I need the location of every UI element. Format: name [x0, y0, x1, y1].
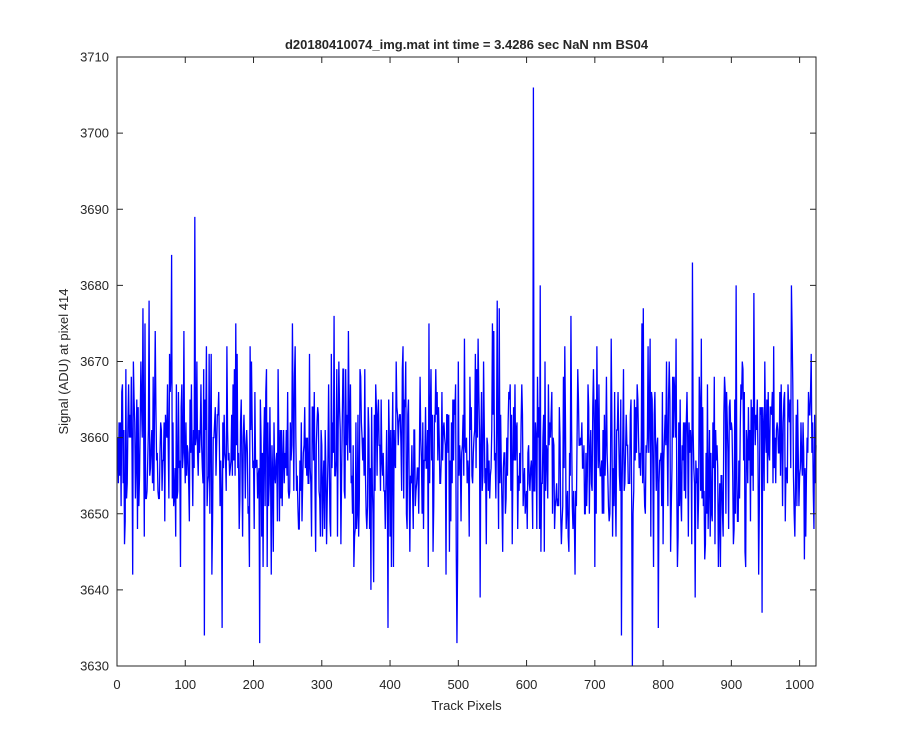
- y-tick-label: 3710: [80, 50, 109, 65]
- x-tick-label: 700: [584, 677, 606, 692]
- x-axis-label: Track Pixels: [431, 698, 502, 713]
- x-tick-label: 300: [311, 677, 333, 692]
- series-line: [117, 87, 817, 667]
- y-tick-label: 3660: [80, 430, 109, 445]
- x-tick-label: 400: [379, 677, 401, 692]
- x-axis: 0 100 200 300 400 500 600 700 800 900 1000: [113, 57, 814, 692]
- x-tick-label: 900: [721, 677, 743, 692]
- x-tick-label: 600: [516, 677, 538, 692]
- x-tick-label: 0: [113, 677, 120, 692]
- y-tick-label: 3670: [80, 354, 109, 369]
- y-tick-label: 3680: [80, 278, 109, 293]
- x-tick-label: 100: [174, 677, 196, 692]
- y-tick-label: 3650: [80, 506, 109, 521]
- y-tick-label: 3690: [80, 202, 109, 217]
- chart-title: d20180410074_img.mat int time = 3.4286 s…: [285, 37, 649, 52]
- y-axis-label: Signal (ADU) at pixel 414: [56, 289, 71, 435]
- y-axis: 3630 3640 3650 3660 3670 3680 3690 3700 3710: [80, 50, 816, 674]
- x-tick-label: 500: [447, 677, 469, 692]
- y-tick-label: 3640: [80, 582, 109, 597]
- x-tick-label: 800: [652, 677, 674, 692]
- x-tick-label: 200: [243, 677, 265, 692]
- plot-layer: [117, 87, 817, 667]
- y-tick-label: 3700: [80, 126, 109, 141]
- axes-background: [117, 57, 816, 666]
- y-tick-label: 3630: [80, 659, 109, 674]
- x-tick-label: 1000: [785, 677, 814, 692]
